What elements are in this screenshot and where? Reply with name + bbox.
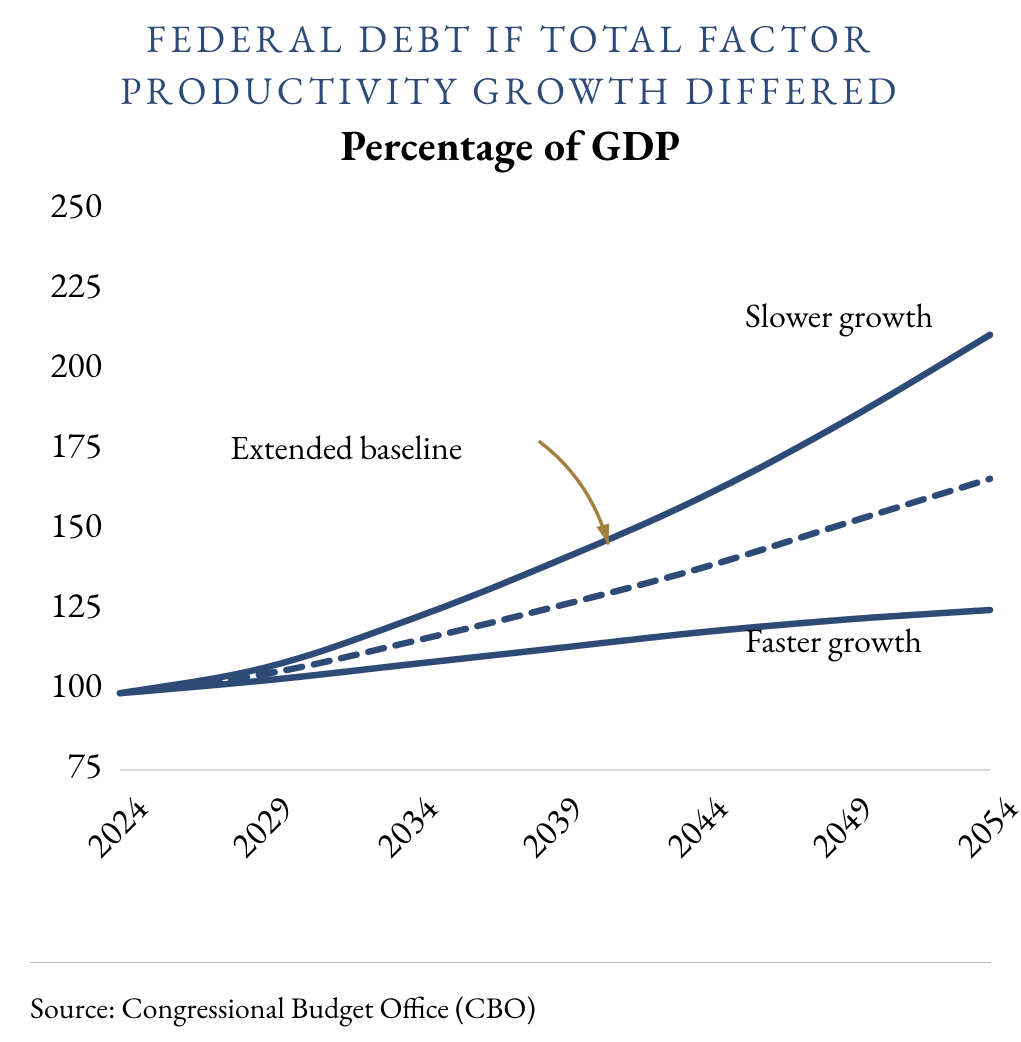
x-tick-label-group: 2049 <box>800 785 882 867</box>
chart-title-upper: FEDERAL DEBT IF TOTAL FACTOR PRODUCTIVIT… <box>0 14 1021 118</box>
y-tick-label: 175 <box>50 421 102 468</box>
y-tick-label: 200 <box>50 341 102 388</box>
y-tick-label: 150 <box>50 501 102 548</box>
y-tick-label: 125 <box>50 581 102 628</box>
x-tick-label: 2044 <box>655 785 738 868</box>
x-tick-label-group: 2034 <box>365 785 448 868</box>
x-tick-label: 2034 <box>365 785 448 868</box>
series-label: Faster growth <box>745 619 922 663</box>
series-label: Slower growth <box>745 294 933 338</box>
series-label: Extended baseline <box>230 426 462 470</box>
x-tick-label-group: 2044 <box>655 785 738 868</box>
chart-title-upper-line2: PRODUCTIVITY GROWTH DIFFERED <box>0 66 1021 118</box>
x-tick-label-group: 2024 <box>75 785 158 868</box>
x-tick-label: 2049 <box>800 785 882 867</box>
chart-subtitle: Percentage of GDP <box>0 118 1021 173</box>
x-tick-label: 2029 <box>220 785 302 867</box>
y-tick-label: 225 <box>50 261 102 308</box>
y-tick-label: 75 <box>67 741 102 788</box>
line-chart: 75 100 125 150 175 200 225 250 2024 2029 2034 2039 2… <box>0 180 1021 950</box>
x-tick-label: 2039 <box>510 785 592 867</box>
y-tick-label: 250 <box>50 181 102 228</box>
source-text: Source: Congressional Budget Office (CBO… <box>30 988 536 1027</box>
x-tick-label: 2024 <box>75 785 158 868</box>
chart-title-upper-line1: FEDERAL DEBT IF TOTAL FACTOR <box>0 14 1021 66</box>
figure-container: FEDERAL DEBT IF TOTAL FACTOR PRODUCTIVIT… <box>0 0 1021 1042</box>
x-tick-label: 2054 <box>945 785 1021 868</box>
x-tick-label-group: 2039 <box>510 785 592 867</box>
x-tick-label-group: 2054 <box>945 785 1021 868</box>
y-tick-label: 100 <box>50 661 102 708</box>
source-divider <box>30 962 991 963</box>
x-tick-label-group: 2029 <box>220 785 302 867</box>
